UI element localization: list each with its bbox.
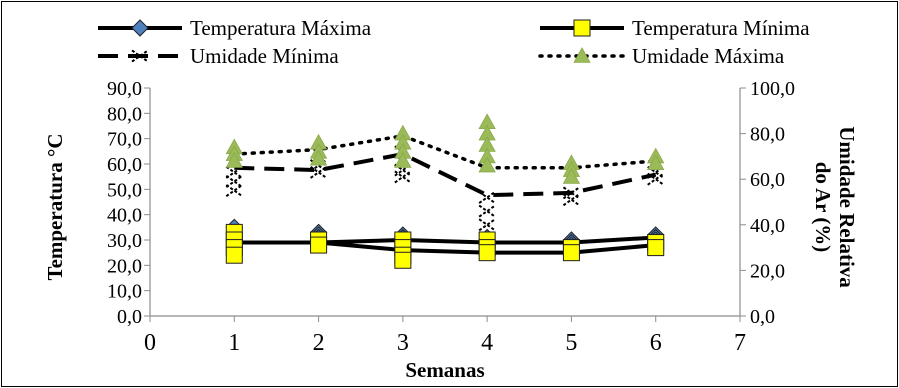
series-2-marker-stroke-b: [225, 184, 243, 198]
series-2-marker-stroke-b: [478, 204, 496, 218]
series-3-marker: [225, 152, 243, 168]
series-2-marker-stroke-a: [478, 204, 496, 218]
legend-label: Temperatura Máxima: [190, 16, 372, 40]
y-tick-label: 80,0: [107, 103, 142, 125]
series-1-marker: [225, 246, 243, 264]
y-tick-label: 50,0: [107, 179, 142, 201]
series-3-marker: [309, 149, 328, 166]
series-1-marker: [478, 244, 496, 262]
y2-tick-label: 100,0: [750, 78, 795, 100]
x-tick-label: 3: [397, 330, 409, 356]
legend-swatch-marker: [131, 19, 149, 37]
legend-swatch-marker: [573, 19, 591, 37]
legend-swatch-marker-stroke-b: [131, 49, 149, 63]
y-tick-label: 20,0: [107, 255, 142, 277]
legend-item-2: Umidade Mínima: [98, 44, 339, 68]
series-3-group: [225, 113, 665, 184]
series-2-marker: [478, 204, 496, 218]
series-2-marker: [394, 170, 412, 184]
y2-tick-label: 0,0: [750, 306, 775, 328]
series-2-marker-stroke-b: [225, 165, 243, 179]
series-2-marker-stroke-b: [562, 193, 581, 207]
series-2-marker-stroke-b: [478, 191, 496, 204]
series-2-marker-stroke-a: [225, 165, 243, 179]
y-tick-label: 70,0: [107, 129, 142, 151]
series-1-line: [234, 240, 656, 255]
series-2-marker-stroke-a: [478, 218, 496, 232]
x-tick-label: 0: [144, 330, 156, 356]
legend-item-1: Temperatura Mínima: [540, 16, 810, 40]
series-2-line: [234, 152, 657, 198]
y-tick-label: 90,0: [107, 78, 142, 100]
y-tick-label: 30,0: [107, 230, 142, 252]
series-3-marker: [562, 168, 581, 184]
series-2-marker-stroke-b: [647, 172, 665, 186]
series-1-marker: [647, 239, 665, 257]
legend-swatch-marker-stroke-a: [131, 49, 149, 63]
series-2-marker-stroke-b: [225, 175, 243, 188]
x-tick-label: 6: [650, 330, 662, 356]
x-tick-label: 7: [734, 330, 746, 356]
legend-label: Temperatura Mínima: [632, 16, 810, 40]
series-2-marker-stroke-b: [478, 218, 496, 232]
y2-tick-label: 40,0: [750, 215, 785, 237]
series-2-marker-stroke-b: [309, 165, 328, 179]
series-3-marker: [394, 152, 412, 168]
series-2-marker-stroke-a: [225, 175, 243, 188]
x-axis-title: Semanas: [405, 358, 484, 382]
series-2-marker: [478, 218, 496, 232]
y-tick-label: 0,0: [117, 306, 142, 328]
y2-axis-title-line-1: Umidade Relativa: [835, 126, 859, 288]
series-2-marker-stroke-a: [562, 193, 581, 207]
series-2-marker: [225, 165, 243, 179]
y-axis-title: Temperatura °C: [43, 133, 67, 280]
legend-label: Umidade Mínima: [190, 44, 339, 68]
legend-swatch-marker: [131, 49, 149, 63]
x-tick-label: 1: [228, 330, 240, 356]
series-2-marker: [225, 175, 243, 188]
legend-item-0: Temperatura Máxima: [98, 16, 372, 40]
series-1-marker: [394, 251, 412, 269]
y2-tick-label: 80,0: [750, 124, 785, 146]
series-2-marker: [225, 184, 243, 198]
x-tick-label: 4: [481, 330, 493, 356]
series-2-marker-stroke-b: [394, 170, 412, 184]
y2-tick-label: 20,0: [750, 260, 785, 282]
y-tick-label: 40,0: [107, 205, 142, 227]
series-2-marker-stroke-a: [394, 170, 412, 184]
legend-label: Umidade Máxima: [632, 44, 785, 68]
series-2-marker: [647, 172, 665, 186]
series-2-marker: [478, 191, 496, 204]
series-3-marker: [647, 154, 665, 171]
series-2-marker-stroke-b: [562, 186, 581, 200]
series-2-marker-stroke-a: [225, 184, 243, 198]
y-tick-label: 60,0: [107, 154, 142, 176]
y2-tick-label: 60,0: [750, 169, 785, 191]
series-2-marker-stroke-a: [478, 191, 496, 204]
x-tick-label: 2: [313, 330, 325, 356]
series-2-marker: [309, 165, 328, 179]
series-1-group: [225, 223, 665, 269]
series-2-marker-stroke-a: [647, 172, 665, 186]
series-1-marker: [562, 244, 580, 262]
legend-swatch-marker: [573, 47, 591, 63]
y2-axis-title-line-2: do Ar (%): [811, 162, 835, 253]
series-2-marker: [562, 193, 581, 207]
y-tick-label: 10,0: [107, 281, 142, 303]
series-3-marker: [478, 156, 496, 173]
x-tick-label: 5: [565, 330, 577, 356]
series-1-marker: [310, 236, 328, 254]
series-3-line: [232, 134, 658, 170]
series-2-marker-stroke-a: [309, 165, 328, 179]
legend-item-3: Umidade Máxima: [538, 44, 785, 68]
